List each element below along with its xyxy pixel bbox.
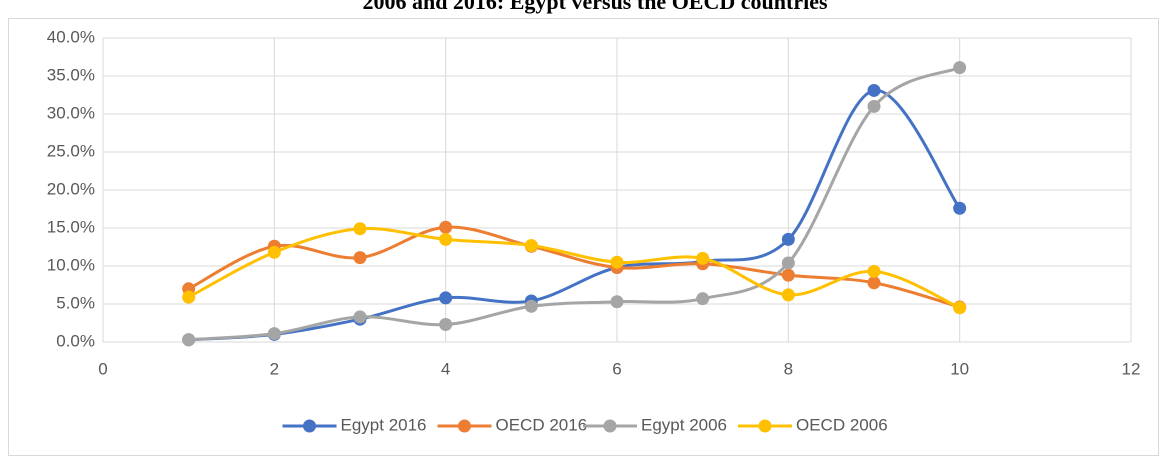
marker — [953, 201, 967, 215]
legend-marker — [458, 419, 471, 433]
y-tick-label: 0.0% — [56, 331, 95, 350]
x-tick-label: 12 — [1122, 359, 1141, 378]
x-tick-label: 8 — [784, 359, 793, 378]
chart-frame — [8, 18, 1159, 456]
marker — [610, 255, 624, 269]
marker — [182, 333, 196, 347]
marker — [953, 301, 967, 315]
marker — [353, 222, 367, 236]
marker — [867, 264, 881, 278]
series-line — [188, 66, 961, 342]
marker — [953, 61, 967, 75]
x-tick-label: 10 — [950, 359, 969, 378]
marker — [524, 299, 538, 313]
x-tick-label: 0 — [98, 359, 107, 378]
marker — [867, 276, 881, 290]
marker — [353, 310, 367, 324]
marker — [610, 295, 624, 309]
marker — [439, 232, 453, 246]
marker — [781, 268, 795, 282]
marker — [696, 251, 710, 265]
y-tick-label: 20.0% — [47, 179, 95, 198]
y-tick-label: 35.0% — [47, 65, 95, 84]
series-line — [187, 225, 961, 309]
legend-label: Egypt 2006 — [641, 415, 727, 434]
marker — [867, 83, 881, 97]
legend-label: Egypt 2016 — [341, 415, 427, 434]
marker — [439, 291, 453, 305]
y-tick-label: 40.0% — [47, 27, 95, 46]
y-tick-label: 25.0% — [47, 141, 95, 160]
x-tick-label: 6 — [612, 359, 621, 378]
y-tick-label: 30.0% — [47, 103, 95, 122]
y-tick-label: 5.0% — [56, 293, 95, 312]
marker — [182, 290, 196, 304]
marker — [781, 256, 795, 270]
marker — [439, 318, 453, 332]
legend-label: OECD 2006 — [796, 415, 888, 434]
legend-marker — [303, 419, 316, 433]
series-line — [188, 88, 961, 342]
marker — [439, 220, 453, 234]
legend-label: OECD 2016 — [496, 415, 588, 434]
x-tick-label: 2 — [270, 359, 279, 378]
marker — [524, 238, 538, 252]
marker — [781, 232, 795, 246]
marker — [781, 288, 795, 302]
y-tick-label: 15.0% — [47, 217, 95, 236]
x-tick-label: 4 — [441, 359, 450, 378]
series-line — [187, 226, 961, 310]
marker — [353, 251, 367, 265]
marker — [867, 99, 881, 113]
marker — [696, 292, 710, 306]
legend-marker — [758, 419, 772, 433]
legend-marker — [603, 419, 617, 433]
marker — [267, 245, 281, 259]
y-tick-label: 10.0% — [47, 255, 95, 274]
chart-title: 2006 and 2016: Egypt versus the OECD cou… — [362, 0, 828, 14]
marker — [267, 327, 281, 341]
